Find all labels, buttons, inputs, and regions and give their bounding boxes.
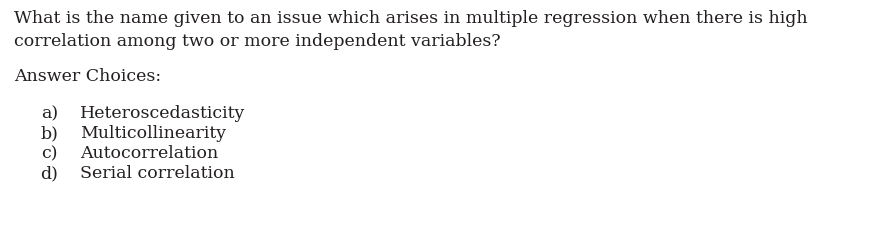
Text: Autocorrelation: Autocorrelation	[80, 145, 218, 162]
Text: Multicollinearity: Multicollinearity	[80, 125, 226, 142]
Text: b): b)	[40, 125, 58, 142]
Text: correlation among two or more independent variables?: correlation among two or more independen…	[14, 33, 501, 50]
Text: a): a)	[41, 105, 58, 122]
Text: Heteroscedasticity: Heteroscedasticity	[80, 105, 245, 122]
Text: What is the name given to an issue which arises in multiple regression when ther: What is the name given to an issue which…	[14, 10, 807, 27]
Text: d): d)	[40, 165, 58, 182]
Text: Answer Choices:: Answer Choices:	[14, 68, 161, 85]
Text: Serial correlation: Serial correlation	[80, 165, 235, 182]
Text: c): c)	[42, 145, 58, 162]
